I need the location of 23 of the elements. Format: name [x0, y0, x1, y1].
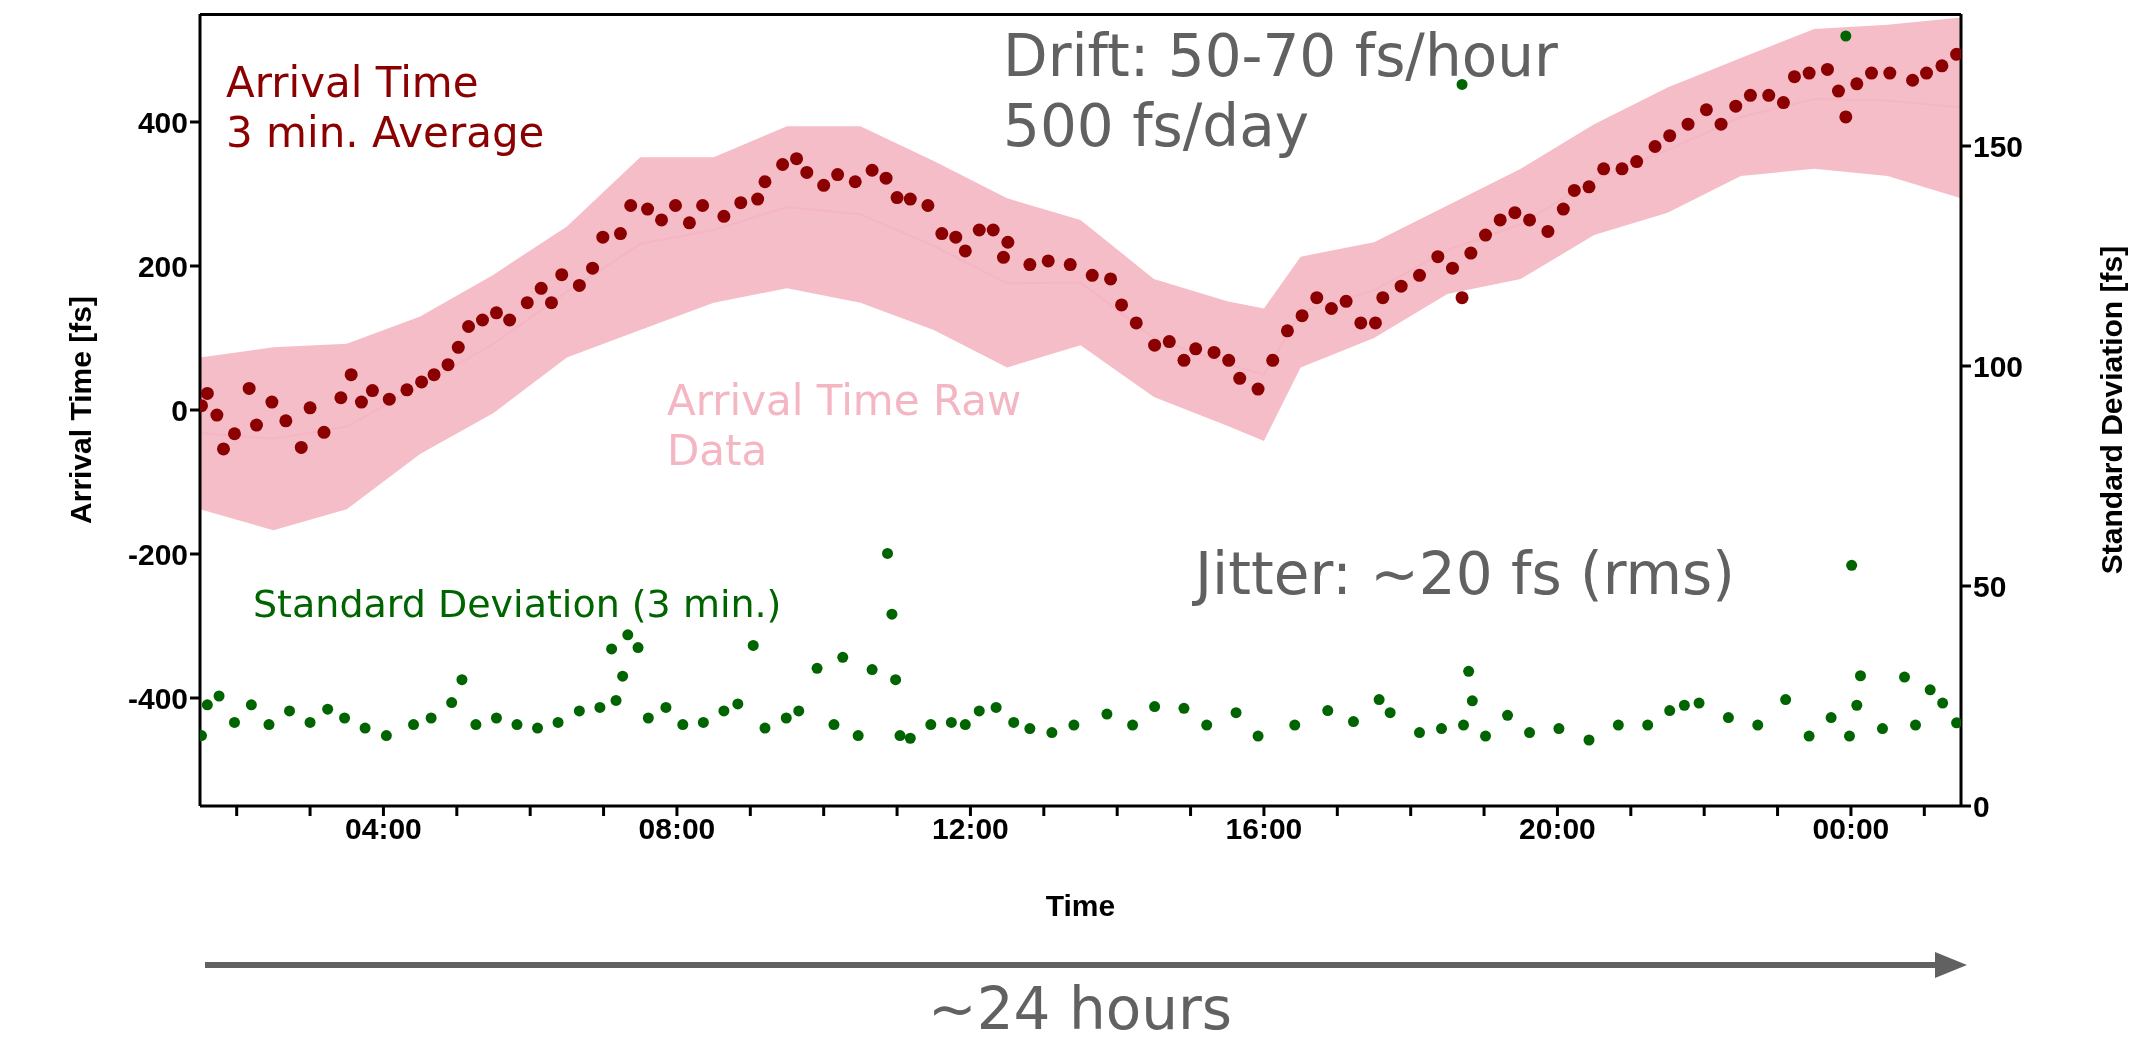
text: Arrival Time Raw Data — [667, 376, 1022, 477]
y-axis-title: Arrival Time [fs] — [63, 296, 97, 524]
series-label: Standard Deviation (3 min.) — [253, 582, 782, 628]
y-tick-label: -200 — [127, 537, 188, 571]
x-tick-label: 16:00 — [1225, 812, 1303, 846]
x-tick-label: 04:00 — [345, 812, 422, 846]
y-tick-label: 200 — [137, 249, 188, 283]
y2-tick-label: 50 — [1973, 569, 2007, 603]
text: ~24 hours — [927, 975, 1233, 1045]
y-tick-label: -400 — [127, 681, 188, 715]
y-tick-label: 400 — [137, 105, 188, 139]
x-axis-title: Time — [1045, 889, 1116, 922]
y-tick-label: 0 — [171, 393, 188, 427]
y2-tick-label: 100 — [1973, 349, 2024, 383]
y2-tick-label: 150 — [1973, 129, 2024, 163]
text: Arrival Time 3 min. Average — [226, 58, 545, 159]
annotation: Drift: 50-70 fs/hour 500 fs/day — [1003, 22, 1558, 162]
x-tick-label: 20:00 — [1519, 812, 1596, 846]
y2-axis-title: Standard Deviation [fs] — [2094, 245, 2128, 575]
x-tick-label: 00:00 — [1812, 812, 1890, 846]
y2-tick-label: 0 — [1973, 789, 1990, 823]
x-tick-label: 12:00 — [932, 812, 1009, 846]
x-tick-label: 08:00 — [638, 812, 716, 846]
